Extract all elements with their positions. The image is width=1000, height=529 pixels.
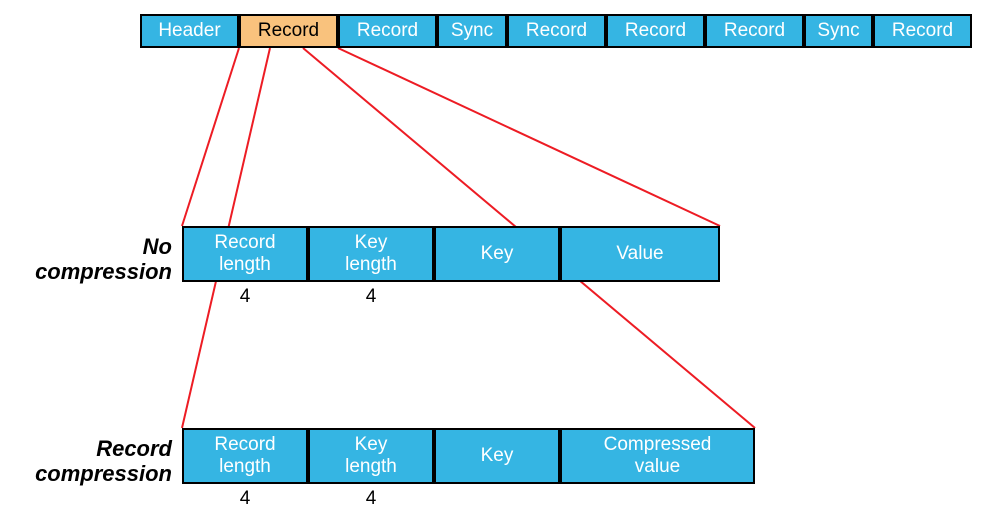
cell-label: Record: [625, 20, 686, 42]
cell-sublabel: 4: [308, 488, 434, 510]
cell-sublabel: 4: [308, 286, 434, 308]
cell-sublabel: 4: [182, 488, 308, 510]
cell-label: Record: [892, 20, 953, 42]
cell-label: Value: [616, 243, 663, 265]
record-cell: Record: [606, 14, 705, 48]
record-cell: Record: [507, 14, 606, 48]
connector-line: [338, 48, 720, 226]
cell-label: Record: [258, 20, 319, 42]
cell-label: Record: [526, 20, 587, 42]
cell-label: Record: [724, 20, 785, 42]
cell-label: Compressedvalue: [604, 434, 712, 478]
cell-label: Keylength: [345, 434, 397, 478]
record-cell: Key: [434, 428, 560, 484]
connector-line: [182, 48, 239, 226]
cell-sublabel: 4: [182, 286, 308, 308]
record-cell: Keylength: [308, 226, 434, 282]
record-cell: Compressedvalue: [560, 428, 755, 484]
record-cell: Keylength: [308, 428, 434, 484]
cell-label: Sync: [817, 20, 859, 42]
row-title-no_compression: Nocompression: [12, 234, 172, 285]
row-title-record_compression: Recordcompression: [12, 436, 172, 487]
record-cell: Sync: [804, 14, 873, 48]
record-cell: Record: [873, 14, 972, 48]
cell-label: Recordlength: [214, 232, 275, 276]
cell-label: Key: [481, 243, 514, 265]
record-cell: Recordlength: [182, 226, 308, 282]
cell-label: Sync: [451, 20, 493, 42]
cell-label: Key: [481, 445, 514, 467]
record-cell: Key: [434, 226, 560, 282]
record-cell: Record: [338, 14, 437, 48]
cell-label: Record: [357, 20, 418, 42]
record-cell-highlight: Record: [239, 14, 338, 48]
record-cell: Recordlength: [182, 428, 308, 484]
record-cell: Record: [705, 14, 804, 48]
record-cell: Header: [140, 14, 239, 48]
cell-label: Keylength: [345, 232, 397, 276]
record-cell: Sync: [437, 14, 507, 48]
record-cell: Value: [560, 226, 720, 282]
cell-label: Header: [158, 20, 220, 42]
cell-label: Recordlength: [214, 434, 275, 478]
